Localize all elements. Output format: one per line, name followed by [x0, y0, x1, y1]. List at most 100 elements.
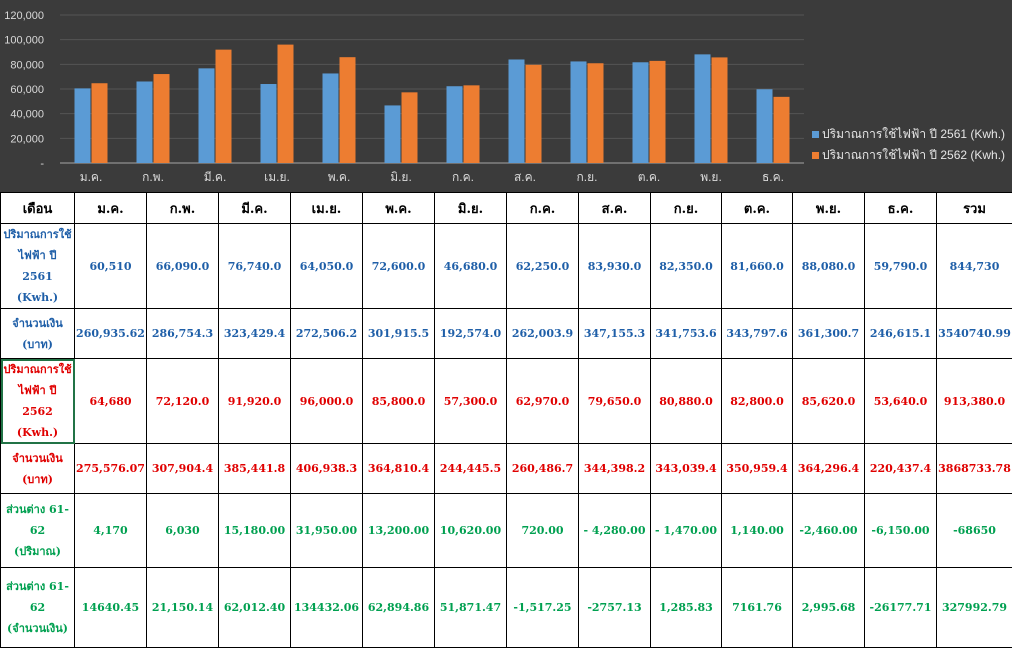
data-cell[interactable]: 62,970.0	[507, 359, 579, 444]
data-cell[interactable]: 361,300.7	[793, 309, 865, 359]
header-cell[interactable]: ก.พ.	[147, 193, 219, 224]
data-cell[interactable]: 323,429.4	[219, 309, 291, 359]
data-cell[interactable]: -2,460.00	[793, 494, 865, 568]
data-cell[interactable]: 286,754.3	[147, 309, 219, 359]
data-cell[interactable]: 91,920.0	[219, 359, 291, 444]
data-cell[interactable]: 246,615.1	[865, 309, 937, 359]
data-cell[interactable]: 260,935.62	[75, 309, 147, 359]
header-cell[interactable]: ก.ย.	[651, 193, 722, 224]
data-cell[interactable]: 364,296.4	[793, 444, 865, 494]
header-cell[interactable]: รวม	[937, 193, 1012, 224]
data-cell[interactable]: - 4,280.00	[579, 494, 651, 568]
data-cell[interactable]: 85,800.0	[363, 359, 435, 444]
header-cell[interactable]: ก.ค.	[507, 193, 579, 224]
data-cell[interactable]: -26177.71	[865, 568, 937, 648]
header-cell[interactable]: ต.ค.	[722, 193, 793, 224]
header-cell[interactable]: เม.ย.	[291, 193, 363, 224]
data-cell[interactable]: 15,180.00	[219, 494, 291, 568]
data-cell[interactable]: 14640.45	[75, 568, 147, 648]
data-cell[interactable]: 272,506.2	[291, 309, 363, 359]
data-cell[interactable]: 260,486.7	[507, 444, 579, 494]
data-cell[interactable]: 720.00	[507, 494, 579, 568]
data-cell[interactable]: 275,576.07	[75, 444, 147, 494]
header-cell[interactable]: มี.ค.	[219, 193, 291, 224]
data-cell[interactable]: 85,620.0	[793, 359, 865, 444]
data-cell[interactable]: 262,003.9	[507, 309, 579, 359]
data-cell[interactable]: 341,753.6	[651, 309, 722, 359]
data-cell[interactable]: - 1,470.00	[651, 494, 722, 568]
data-cell[interactable]: 307,904.4	[147, 444, 219, 494]
data-cell[interactable]: 51,871.47	[435, 568, 507, 648]
data-cell[interactable]: 13,200.00	[363, 494, 435, 568]
data-cell[interactable]: 192,574.0	[435, 309, 507, 359]
bar	[774, 97, 790, 163]
data-cell[interactable]: 343,039.4	[651, 444, 722, 494]
data-cell[interactable]: 344,398.2	[579, 444, 651, 494]
data-cell[interactable]: 844,730	[937, 224, 1012, 309]
data-cell[interactable]: 220,437.4	[865, 444, 937, 494]
data-cell[interactable]: 60,510	[75, 224, 147, 309]
data-cell[interactable]: 385,441.8	[219, 444, 291, 494]
data-cell[interactable]: 64,680	[75, 359, 147, 444]
data-cell[interactable]: 59,790.0	[865, 224, 937, 309]
row-label-cell[interactable]: จำนวนเงิน(บาท)	[1, 309, 75, 359]
data-cell[interactable]: 83,930.0	[579, 224, 651, 309]
data-cell[interactable]: 81,660.0	[722, 224, 793, 309]
data-cell[interactable]: 62,012.40	[219, 568, 291, 648]
data-cell[interactable]: 6,030	[147, 494, 219, 568]
data-cell[interactable]: 327992.79	[937, 568, 1012, 648]
row-label-cell[interactable]: ปริมาณการใช้ไฟฟ้า ปี 2561(Kwh.)	[1, 224, 75, 309]
data-cell[interactable]: 31,950.00	[291, 494, 363, 568]
data-cell[interactable]: 406,938.3	[291, 444, 363, 494]
data-cell[interactable]: 134432.06	[291, 568, 363, 648]
data-cell[interactable]: 21,150.14	[147, 568, 219, 648]
data-cell[interactable]: 4,170	[75, 494, 147, 568]
data-cell[interactable]: 350,959.4	[722, 444, 793, 494]
data-cell[interactable]: 62,894.86	[363, 568, 435, 648]
data-cell[interactable]: 343,797.6	[722, 309, 793, 359]
data-cell[interactable]: 53,640.0	[865, 359, 937, 444]
data-cell[interactable]: 72,600.0	[363, 224, 435, 309]
header-cell[interactable]: ธ.ค.	[865, 193, 937, 224]
header-cell[interactable]: มิ.ย.	[435, 193, 507, 224]
data-cell[interactable]: 80,880.0	[651, 359, 722, 444]
header-cell[interactable]: ส.ค.	[579, 193, 651, 224]
data-cell[interactable]: 66,090.0	[147, 224, 219, 309]
data-cell[interactable]: 64,050.0	[291, 224, 363, 309]
data-cell[interactable]: -6,150.00	[865, 494, 937, 568]
data-cell[interactable]: 7161.76	[722, 568, 793, 648]
data-cell[interactable]: 3540740.99	[937, 309, 1012, 359]
data-cell[interactable]: 244,445.5	[435, 444, 507, 494]
data-cell[interactable]: 79,650.0	[579, 359, 651, 444]
data-cell[interactable]: -2757.13	[579, 568, 651, 648]
data-cell[interactable]: 10,620.00	[435, 494, 507, 568]
header-cell[interactable]: พ.ย.	[793, 193, 865, 224]
row-label-cell[interactable]: ส่วนต่าง 61-62(จำนวนเงิน)	[1, 568, 75, 648]
data-cell[interactable]: 82,800.0	[722, 359, 793, 444]
data-cell[interactable]: 913,380.0	[937, 359, 1012, 444]
header-cell[interactable]: เดือน	[1, 193, 75, 224]
data-cell[interactable]: 1,140.00	[722, 494, 793, 568]
data-cell[interactable]: 62,250.0	[507, 224, 579, 309]
data-cell[interactable]: 82,350.0	[651, 224, 722, 309]
data-cell[interactable]: 301,915.5	[363, 309, 435, 359]
row-label-cell[interactable]: จำนวนเงิน(บาท)	[1, 444, 75, 494]
row-label-line: ไฟฟ้า ปี 2562	[18, 384, 56, 418]
header-cell[interactable]: ม.ค.	[75, 193, 147, 224]
data-cell[interactable]: -68650	[937, 494, 1012, 568]
row-label-cell[interactable]: ปริมาณการใช้ไฟฟ้า ปี 2562(Kwh.)	[1, 359, 75, 444]
row-label-cell[interactable]: ส่วนต่าง 61-62(ปริมาณ)	[1, 494, 75, 568]
data-cell[interactable]: 46,680.0	[435, 224, 507, 309]
header-cell[interactable]: พ.ค.	[363, 193, 435, 224]
data-cell[interactable]: 96,000.0	[291, 359, 363, 444]
data-cell[interactable]: 88,080.0	[793, 224, 865, 309]
data-cell[interactable]: -1,517.25	[507, 568, 579, 648]
data-cell[interactable]: 57,300.0	[435, 359, 507, 444]
data-cell[interactable]: 3868733.78	[937, 444, 1012, 494]
data-cell[interactable]: 72,120.0	[147, 359, 219, 444]
data-cell[interactable]: 1,285.83	[651, 568, 722, 648]
data-cell[interactable]: 347,155.3	[579, 309, 651, 359]
data-cell[interactable]: 76,740.0	[219, 224, 291, 309]
data-cell[interactable]: 364,810.4	[363, 444, 435, 494]
data-cell[interactable]: 2,995.68	[793, 568, 865, 648]
